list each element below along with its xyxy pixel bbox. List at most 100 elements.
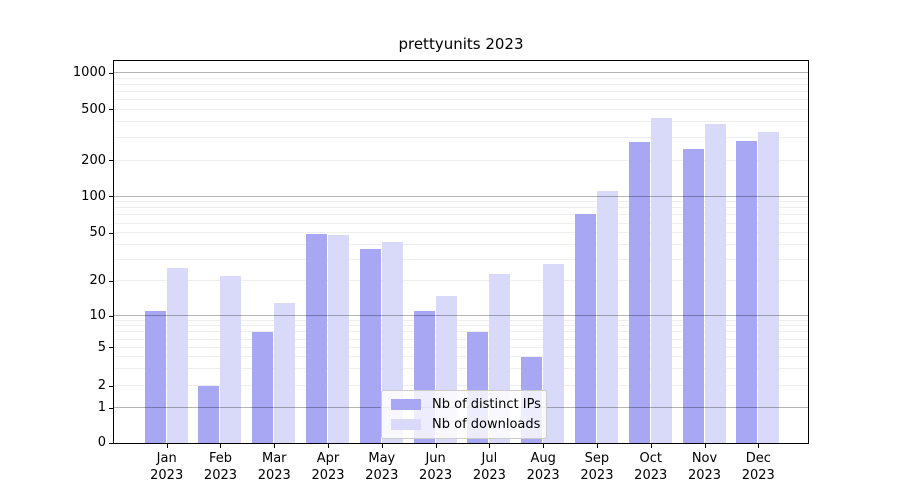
- legend-label-downloads: Nb of downloads: [432, 417, 541, 432]
- x-tick-nov-2023: [704, 444, 706, 448]
- gridline-400: [114, 121, 808, 123]
- y-tick-200: [109, 160, 113, 162]
- x-tick-month: Dec: [745, 451, 771, 466]
- gridline-2: [114, 385, 808, 387]
- y-tick-label-0: 0: [97, 435, 106, 450]
- bar-nb-of-distinct-ips-sep-2023: [574, 214, 596, 443]
- gridline-4: [114, 356, 808, 358]
- bar-nb-of-distinct-ips-jan-2023: [144, 311, 166, 443]
- major-gridlines: [114, 61, 808, 443]
- x-tick-year: 2023: [741, 468, 775, 483]
- bar-nb-of-downloads-jan-2023: [166, 267, 188, 443]
- x-tick-jan-2023: [166, 444, 168, 448]
- gridline-40: [114, 243, 808, 245]
- bar-nb-of-downloads-oct-2023: [650, 118, 672, 443]
- x-tick-year: 2023: [580, 468, 614, 483]
- gridline-60: [114, 222, 808, 224]
- legend-label-distinct-ips: Nb of distinct IPs: [432, 397, 541, 412]
- x-tick-year: 2023: [687, 468, 722, 483]
- x-tick-label-jan-2023: Jan 2023: [137, 450, 197, 484]
- x-tick-mar-2023: [274, 444, 276, 448]
- gridline-300: [114, 137, 808, 139]
- y-tick-label-1000: 1000: [72, 65, 106, 81]
- y-tick-2: [109, 385, 113, 387]
- gridline-500: [114, 108, 808, 110]
- x-tick-month: May: [368, 451, 396, 466]
- y-tick-label-500: 500: [81, 101, 106, 117]
- y-tick-0: [109, 442, 113, 444]
- gridline-200: [114, 159, 808, 161]
- x-tick-month: Aug: [530, 451, 556, 466]
- gridline-800: [114, 83, 808, 85]
- x-tick-apr-2023: [328, 444, 330, 448]
- y-tick-label-100: 100: [81, 188, 106, 204]
- legend-entry-downloads: Nb of downloads: [391, 417, 541, 432]
- bar-nb-of-distinct-ips-may-2023: [359, 249, 381, 443]
- y-tick-50: [109, 232, 113, 234]
- gridline-80: [114, 207, 808, 209]
- y-tick-label-10: 10: [89, 308, 106, 324]
- y-tick-1: [109, 407, 113, 409]
- x-tick-month: Apr: [316, 451, 340, 466]
- gridline-70: [114, 214, 808, 216]
- plot-area: [113, 60, 809, 444]
- y-tick-label-5: 5: [97, 339, 106, 355]
- x-tick-jun-2023: [435, 444, 437, 448]
- gridline-600: [114, 99, 808, 101]
- x-tick-month: Jun: [425, 451, 446, 466]
- x-tick-label-may-2023: May 2023: [352, 450, 412, 484]
- x-tick-jul-2023: [489, 444, 491, 448]
- gridline-700: [114, 90, 808, 92]
- y-tick-1000: [109, 72, 113, 74]
- gridline-7: [114, 331, 808, 333]
- x-tick-label-apr-2023: Apr 2023: [298, 450, 358, 484]
- gridline-3: [114, 368, 808, 370]
- x-tick-label-nov-2023: Nov 2023: [675, 450, 735, 484]
- bar-nb-of-downloads-apr-2023: [328, 235, 350, 443]
- x-tick-label-mar-2023: Mar 2023: [244, 450, 304, 484]
- bar-nb-of-distinct-ips-nov-2023: [682, 149, 704, 443]
- x-tick-label-oct-2023: Oct 2023: [621, 450, 681, 484]
- gridline-6: [114, 338, 808, 340]
- x-tick-label-aug-2023: Aug 2023: [513, 450, 573, 484]
- x-tick-dec-2023: [758, 444, 760, 448]
- x-tick-label-jun-2023: Jun 2023: [406, 450, 466, 484]
- minor-gridlines: [114, 61, 808, 443]
- bar-nb-of-downloads-dec-2023: [758, 132, 780, 443]
- x-tick-month: Nov: [691, 451, 718, 466]
- y-tick-100: [109, 196, 113, 198]
- x-tick-feb-2023: [220, 444, 222, 448]
- y-tick-20: [109, 280, 113, 282]
- x-tick-year: 2023: [311, 468, 345, 483]
- x-tick-label-jul-2023: Jul 2023: [459, 450, 519, 484]
- legend: Nb of distinct IPs Nb of downloads: [381, 390, 547, 439]
- gridline-9: [114, 319, 808, 321]
- x-tick-label-feb-2023: Feb 2023: [190, 450, 250, 484]
- x-tick-year: 2023: [419, 468, 453, 483]
- y-tick-label-50: 50: [89, 225, 106, 241]
- x-tick-aug-2023: [543, 444, 545, 448]
- x-tick-month: Mar: [261, 451, 287, 466]
- x-tick-year: 2023: [472, 468, 506, 483]
- x-tick-label-dec-2023: Dec 2023: [728, 450, 788, 484]
- x-tick-year: 2023: [203, 468, 238, 483]
- x-tick-may-2023: [381, 444, 383, 448]
- x-tick-year: 2023: [257, 468, 291, 483]
- x-tick-label-sep-2023: Sep 2023: [567, 450, 627, 484]
- gridline-10: [114, 315, 808, 317]
- chart-title: prettyunits 2023: [398, 35, 524, 53]
- bar-nb-of-distinct-ips-oct-2023: [628, 141, 650, 443]
- y-tick-label-1: 1: [97, 400, 106, 416]
- gridline-900: [114, 77, 808, 79]
- gridline-20: [114, 280, 808, 282]
- bar-nb-of-distinct-ips-dec-2023: [736, 140, 758, 443]
- x-tick-month: Jan: [156, 451, 177, 466]
- legend-swatch-downloads: [391, 419, 421, 430]
- bar-nb-of-distinct-ips-mar-2023: [252, 332, 274, 443]
- bar-nb-of-downloads-feb-2023: [220, 276, 242, 443]
- legend-swatch-distinct-ips: [391, 399, 421, 410]
- bar-nb-of-downloads-mar-2023: [274, 302, 296, 443]
- bar-nb-of-distinct-ips-apr-2023: [306, 234, 328, 443]
- y-tick-5: [109, 347, 113, 349]
- bar-nb-of-downloads-nov-2023: [704, 124, 726, 443]
